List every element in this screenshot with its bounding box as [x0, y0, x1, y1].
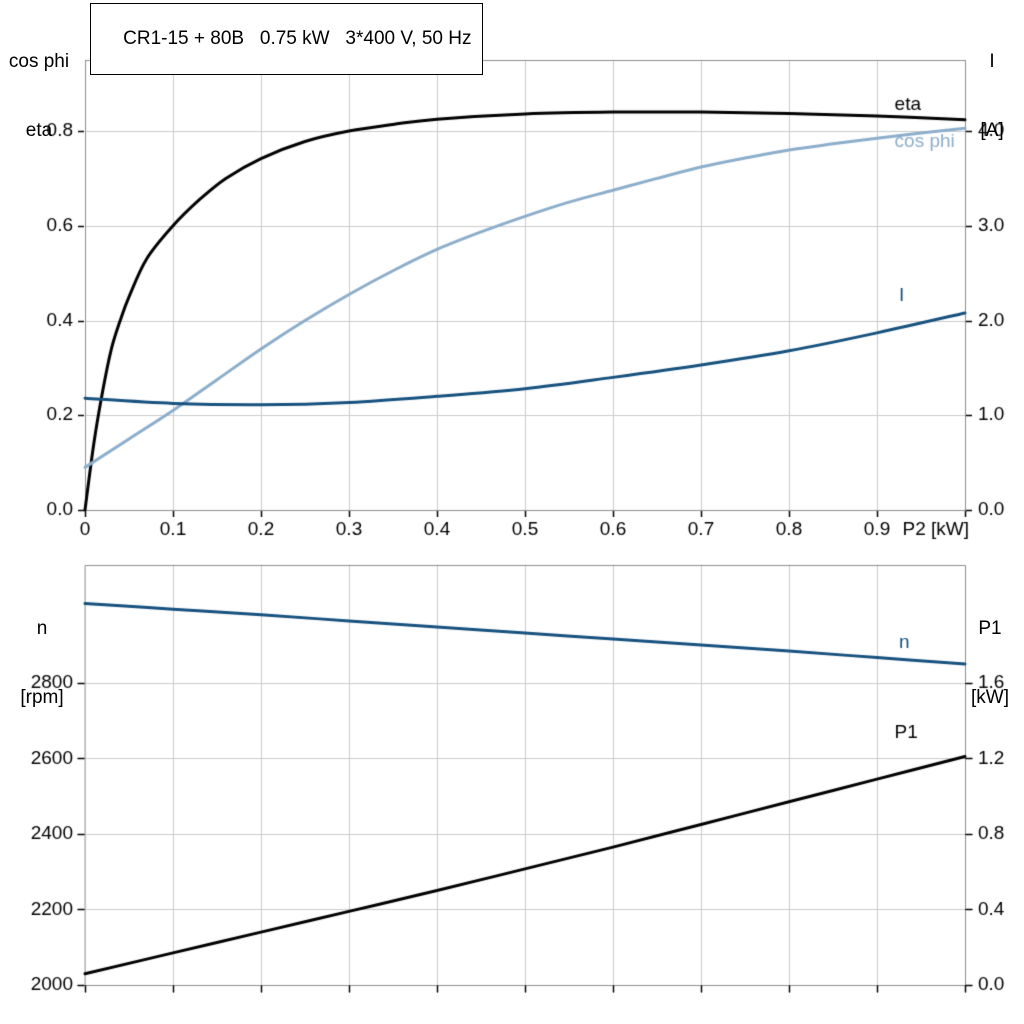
axis-title-current: I — [989, 51, 995, 72]
axis-title-cos-phi: cos phi — [8, 51, 70, 72]
chart-title: CR1-15 + 80B 0.75 kW 3*400 V, 50 Hz — [123, 28, 472, 49]
axis-title-speed-unit: [rpm] — [20, 687, 64, 708]
axis-title-p1: P1 — [978, 618, 1002, 639]
axis-title-p1-unit: [kW] — [971, 687, 1009, 708]
bottom-chart-left-axis-title: n [rpm] — [0, 571, 84, 755]
bottom-chart-right-axis-title: P1 [kW] — [958, 571, 1022, 755]
chart-title-box: CR1-15 + 80B 0.75 kW 3*400 V, 50 Hz — [90, 3, 484, 75]
axis-title-speed: n — [36, 618, 48, 639]
axis-title-eta: eta — [25, 120, 53, 141]
axis-title-current-unit: [A] — [980, 120, 1004, 141]
top-chart-left-axis-title: cos phi eta — [0, 4, 78, 188]
top-chart-right-axis-title: I [A] — [964, 4, 1020, 188]
